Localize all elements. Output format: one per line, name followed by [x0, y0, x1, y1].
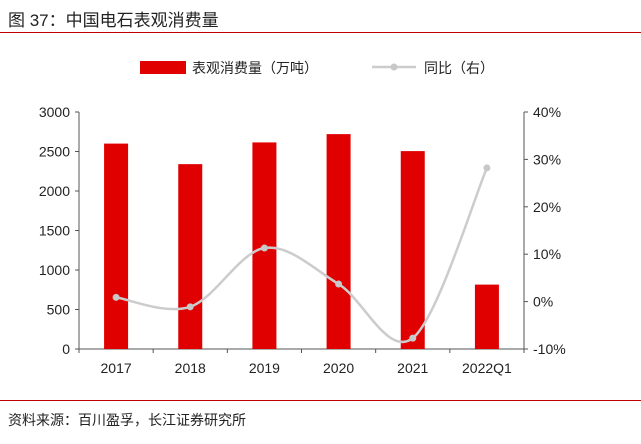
bar-2018 [178, 164, 203, 349]
bar-2020 [326, 134, 351, 349]
x-tick-label: 2018 [175, 360, 206, 376]
right-tick-label: 20% [533, 199, 561, 215]
x-tick-label: 2020 [323, 360, 354, 376]
left-tick-label: 2500 [39, 144, 70, 160]
x-tick-label: 2022Q1 [462, 360, 512, 376]
legend-line-label: 同比（右） [424, 60, 494, 76]
left-tick-label: 0 [62, 341, 70, 357]
legend-bar-swatch [140, 61, 186, 74]
right-tick-label: 40% [533, 104, 561, 120]
left-tick-label: 500 [47, 302, 71, 318]
right-tick-label: 0% [533, 294, 553, 310]
bar-2022Q1 [474, 284, 499, 349]
left-tick-label: 1000 [39, 262, 70, 278]
figure-title: 图 37：中国电石表观消费量 [8, 11, 219, 30]
yoy-line [115, 167, 489, 344]
yoy-point-2021 [409, 334, 417, 342]
title-divider [0, 32, 641, 33]
bar-2017 [104, 143, 129, 349]
x-tick-label: 2017 [101, 360, 132, 376]
yoy-point-2019 [260, 244, 268, 252]
yoy-point-2020 [335, 280, 343, 288]
legend-bar-label: 表观消费量（万吨） [192, 60, 318, 76]
x-tick-label: 2019 [249, 360, 280, 376]
legend-line-marker [390, 63, 398, 71]
right-tick-label: 30% [533, 151, 561, 167]
source-note: 资料来源：百川盈孚，长江证券研究所 [8, 412, 246, 428]
source-divider [0, 400, 641, 401]
bar-2021 [400, 151, 425, 349]
x-tick-label: 2021 [397, 360, 428, 376]
yoy-point-2018 [186, 303, 194, 311]
left-tick-label: 3000 [39, 104, 70, 120]
right-tick-label: -10% [533, 341, 566, 357]
chart: 0 500 1000 1500 2000 2500 3000 -10% 0% 10% 20% 30% 4… [39, 60, 566, 376]
right-tick-label: 10% [533, 246, 561, 262]
left-tick-label: 1500 [39, 223, 70, 239]
left-tick-label: 2000 [39, 183, 70, 199]
yoy-point-2022Q1 [483, 164, 491, 172]
yoy-point-2017 [112, 293, 120, 301]
